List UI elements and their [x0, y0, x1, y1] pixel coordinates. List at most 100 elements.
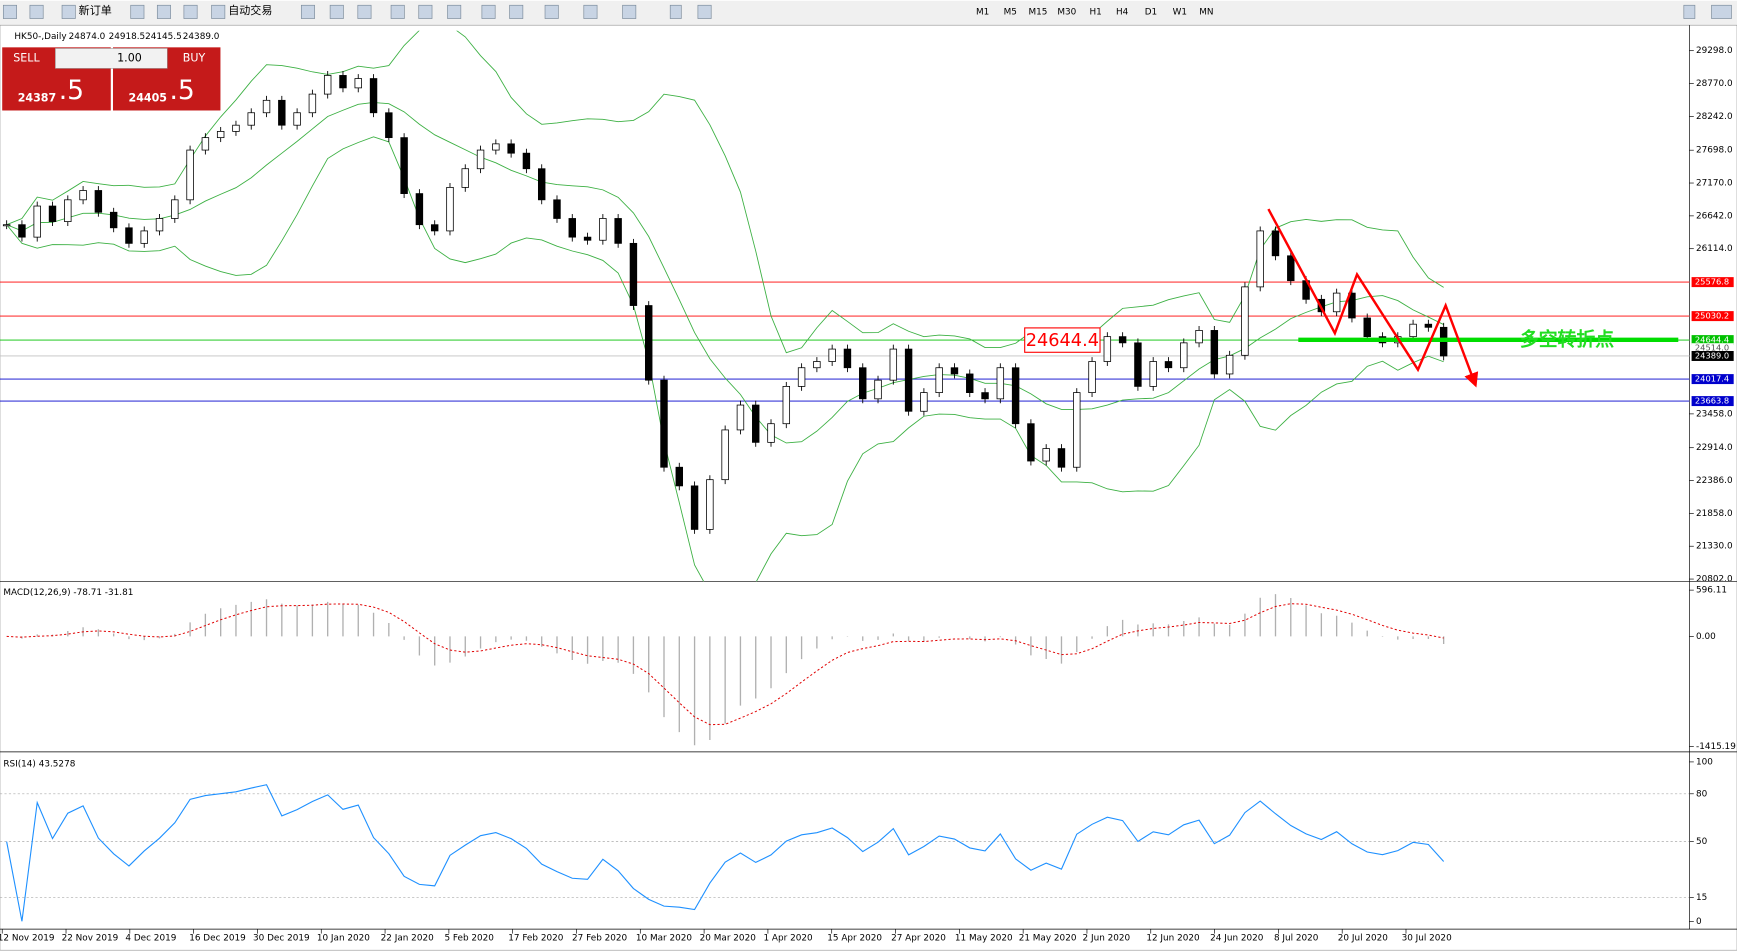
buy-button[interactable]: BUY — [183, 51, 206, 64]
candle — [1164, 361, 1173, 369]
date-label: 12 Jun 2020 — [1146, 933, 1200, 943]
timeframe[interactable]: H1 — [1089, 7, 1101, 17]
level-tag — [1691, 277, 1734, 288]
level-label: 25030.2 — [1695, 311, 1729, 321]
ask-price: 24405 — [129, 91, 168, 104]
date-label: 2 Jun 2020 — [1083, 933, 1131, 943]
y-tick-label: 27170.0 — [1696, 179, 1733, 189]
candle — [904, 348, 913, 412]
candle — [767, 423, 775, 443]
tool-icon[interactable] — [697, 4, 712, 19]
candle — [599, 218, 607, 241]
candle — [935, 367, 943, 393]
timeframe[interactable]: M5 — [1004, 7, 1017, 17]
candle — [782, 386, 791, 425]
candle — [1271, 230, 1280, 257]
rsi-tick-label: 0 — [1696, 917, 1702, 927]
candle — [323, 75, 332, 95]
timeframe[interactable]: M1 — [976, 7, 989, 17]
timeframe[interactable]: H4 — [1116, 7, 1129, 17]
macd-signal — [6, 603, 1444, 726]
bid-price: 24387 — [18, 91, 57, 104]
volume-box[interactable] — [55, 48, 168, 69]
candle — [430, 224, 439, 232]
candle — [1073, 392, 1081, 468]
candle — [966, 373, 974, 393]
tool-icon[interactable] — [183, 4, 198, 19]
candle — [247, 112, 255, 126]
tool-icon[interactable] — [418, 4, 433, 19]
date-label: 12 Nov 2019 — [0, 933, 55, 943]
candle — [690, 485, 699, 530]
candle — [1424, 323, 1433, 328]
candle — [1195, 330, 1203, 344]
y-tick-label: 29298.0 — [1696, 46, 1733, 56]
new-order[interactable]: 新订单 — [79, 3, 112, 17]
annotation-label: 24644.4 — [1026, 331, 1099, 351]
tool-icon[interactable] — [583, 4, 598, 19]
tool-icon[interactable] — [1711, 4, 1732, 19]
date-label: 24 Jun 2020 — [1210, 933, 1264, 943]
tool-icon[interactable] — [29, 4, 44, 19]
tool-icon[interactable] — [329, 4, 344, 19]
level-label: 24644.4 — [1695, 335, 1729, 345]
candle — [1149, 361, 1157, 387]
tool-icon[interactable] — [544, 4, 559, 19]
tool-icon[interactable] — [669, 4, 682, 19]
timeframe[interactable]: D1 — [1145, 7, 1157, 17]
y-tick-label: 23458.0 — [1696, 409, 1733, 419]
date-label: 16 Dec 2019 — [189, 933, 246, 943]
rsi-tick-label: 100 — [1696, 757, 1713, 767]
auto-trading[interactable]: 自动交易 — [228, 3, 272, 17]
y-tick-label: 22386.0 — [1696, 476, 1733, 486]
tool-icon[interactable] — [390, 4, 405, 19]
candle — [339, 75, 347, 89]
candle — [813, 361, 821, 369]
header-value: 24874.0 — [69, 32, 106, 42]
tool-icon[interactable] — [156, 4, 171, 19]
candle — [706, 479, 714, 530]
candle — [874, 379, 882, 400]
candle — [981, 392, 989, 400]
tool-icon[interactable] — [300, 4, 315, 19]
sell-button[interactable]: SELL — [13, 51, 40, 64]
tool-icon[interactable] — [447, 4, 462, 19]
candle — [415, 193, 424, 226]
candle — [1180, 342, 1188, 369]
tool-icon[interactable] — [130, 4, 145, 19]
tool-icon[interactable] — [509, 4, 524, 19]
tool-icon[interactable] — [1683, 4, 1696, 19]
candle — [859, 367, 867, 400]
tool-icon[interactable] — [61, 4, 76, 19]
tool-icon[interactable] — [622, 4, 637, 19]
tool-icon[interactable] — [2, 4, 17, 19]
date-label: 11 May 2020 — [955, 933, 1013, 943]
date-label: 30 Jul 2020 — [1402, 933, 1453, 943]
candle — [64, 199, 72, 222]
date-label: 4 Dec 2019 — [125, 933, 176, 943]
date-label: 22 Nov 2019 — [62, 933, 119, 943]
timeframe[interactable]: MN — [1199, 7, 1213, 17]
rsi-tick-label: 80 — [1696, 789, 1708, 799]
date-label: 30 Dec 2019 — [253, 933, 310, 943]
candle — [1332, 292, 1341, 313]
level-tag — [1691, 396, 1734, 407]
y-tick-label: 26114.0 — [1696, 244, 1733, 254]
timeframe[interactable]: M15 — [1029, 7, 1048, 17]
ask-fraction: .5 — [169, 75, 194, 106]
date-label: 1 Apr 2020 — [763, 933, 813, 943]
candle — [461, 168, 469, 188]
candle — [308, 93, 317, 114]
tool-icon[interactable] — [211, 4, 226, 19]
date-label: 20 Jul 2020 — [1338, 933, 1389, 943]
date-label: 20 Mar 2020 — [700, 933, 757, 943]
tool-icon[interactable] — [357, 4, 372, 19]
candle — [385, 112, 393, 139]
tool-icon[interactable] — [481, 4, 496, 19]
timeframe[interactable]: M30 — [1057, 7, 1076, 17]
level-label: 24017.4 — [1695, 374, 1729, 384]
volume[interactable]: 1.00 — [117, 51, 142, 64]
date-label: 10 Jan 2020 — [317, 933, 370, 943]
timeframe[interactable]: W1 — [1173, 7, 1187, 17]
